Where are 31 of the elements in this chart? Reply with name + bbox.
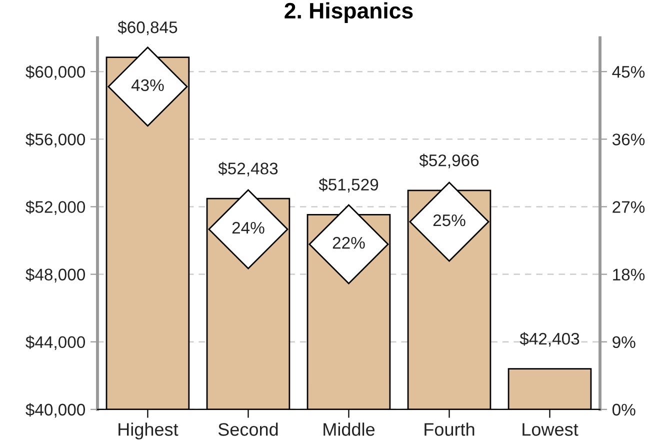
x-tick-label: Fourth — [424, 422, 474, 436]
y-tick-label: $52,000 — [26, 200, 86, 215]
y2-tick-label: 27% — [612, 201, 645, 213]
data-label: $52,483 — [218, 162, 278, 176]
y-tick-label: $40,000 — [26, 403, 86, 418]
point — [108, 46, 188, 127]
y2-tick-label: 45% — [612, 66, 645, 78]
y-tick-label: $60,000 — [26, 65, 86, 80]
y-tick-label: $56,000 — [26, 132, 86, 148]
point — [409, 182, 490, 262]
data-label: $42,403 — [520, 332, 580, 347]
data-label: $52,966 — [419, 154, 479, 168]
y2-tick-label: 36% — [612, 134, 645, 146]
chart-title: 2. Hispanics — [284, 2, 413, 23]
y2-tick-label: 0% — [612, 404, 636, 416]
x-tick-label: Second — [218, 422, 278, 436]
point — [308, 204, 389, 284]
y-tick-label: $44,000 — [26, 336, 86, 350]
data-label: 25% — [433, 214, 466, 226]
point — [208, 189, 288, 270]
y-tick-label: $48,000 — [26, 268, 86, 282]
y2-tick-label: 9% — [612, 336, 636, 348]
data-label: $51,529 — [318, 178, 378, 193]
data-label: $60,845 — [118, 20, 178, 36]
x-tick-label: Lowest — [522, 423, 578, 436]
data-label: 22% — [332, 236, 365, 249]
x-tick-label: Highest — [118, 422, 178, 440]
x-tick-label: Middle — [324, 422, 375, 436]
data-label: 43% — [131, 79, 164, 92]
data-label: 24% — [232, 222, 264, 234]
y2-tick-label: 18% — [613, 268, 645, 280]
